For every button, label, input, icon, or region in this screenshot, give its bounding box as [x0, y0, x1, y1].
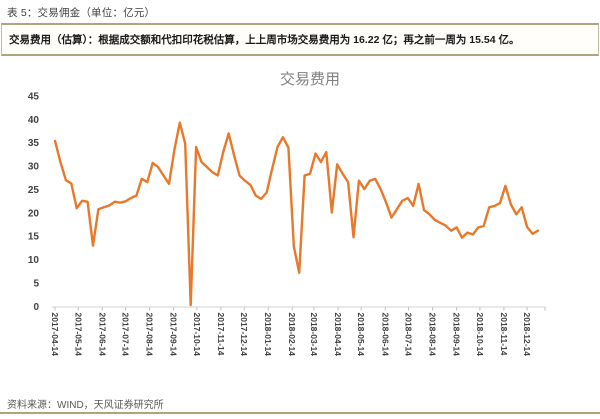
table-caption: 表 5：交易佣金（单位：亿元） — [7, 7, 156, 19]
x-tick-label: 2018-04-14 — [333, 313, 343, 357]
x-tick-label: 2017-04-14 — [50, 313, 60, 357]
y-tick-label: 40 — [28, 115, 40, 126]
x-tick-label: 2018-12-14 — [522, 313, 532, 357]
y-tick-label: 15 — [28, 232, 40, 243]
x-axis-labels: 2017-04-14 2017-05-14 2017-06-14 2017-07-14… — [50, 313, 532, 357]
x-axis-ticks — [54, 307, 546, 311]
x-tick-label: 2018-02-14 — [287, 313, 297, 357]
x-tick-label: 2017-12-14 — [239, 313, 249, 357]
y-tick-label: 10 — [28, 255, 40, 266]
source-label: 资料来源：WIND，天风证券研究所 — [7, 400, 164, 411]
x-tick-label: 2018-06-14 — [380, 313, 390, 357]
x-tick-label: 2017-10-14 — [192, 313, 202, 357]
chart-title: 交易费用 — [280, 70, 340, 88]
y-tick-label: 45 — [28, 91, 40, 102]
x-tick-label: 2018-08-14 — [428, 313, 438, 357]
x-tick-label: 2018-05-14 — [356, 313, 366, 357]
x-tick-label: 2017-07-14 — [121, 313, 131, 357]
y-tick-label: 5 — [33, 279, 39, 290]
x-tick-label: 2018-10-14 — [475, 313, 485, 357]
note-box: 交易费用（估算）：根据成交额和代扣印花税估算，上上周市场交易费用为 16.22 … — [1, 23, 599, 56]
x-tick-label: 2018-03-14 — [309, 313, 319, 357]
y-tick-label: 30 — [28, 162, 40, 173]
x-tick-label: 2017-08-14 — [145, 313, 155, 357]
x-tick-label: 2017-05-14 — [73, 313, 83, 357]
x-tick-label: 2017-06-14 — [97, 313, 107, 357]
x-tick-label: 2017-09-14 — [169, 313, 179, 357]
note-text: 交易费用（估算）：根据成交额和代扣印花税估算，上上周市场交易费用为 16.22 … — [9, 34, 520, 46]
y-tick-label: 25 — [28, 185, 40, 196]
x-tick-label: 2018-09-14 — [452, 313, 462, 357]
x-tick-label: 2018-07-14 — [404, 313, 414, 357]
y-tick-label: 0 — [33, 302, 39, 313]
x-tick-label: 2017-11-14 — [216, 313, 226, 356]
x-tick-label: 2018-11-14 — [499, 313, 509, 356]
bottom-rule — [0, 412, 600, 414]
y-axis-labels: 0 5 10 15 20 25 30 35 40 45 — [28, 91, 40, 313]
y-tick-label: 20 — [28, 208, 40, 219]
y-tick-label: 35 — [28, 138, 40, 149]
fee-line — [53, 121, 540, 307]
x-tick-label: 2018-01-14 — [263, 313, 273, 357]
